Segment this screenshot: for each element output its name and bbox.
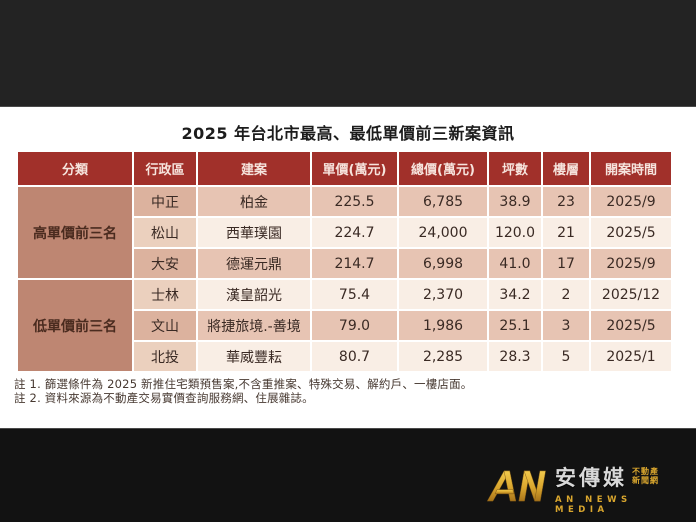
table-row: 松山 西華璞園 224.7 24,000 120.0 21 2025/5 xyxy=(18,218,671,247)
column-header-unit-price: 單價(萬元) xyxy=(312,152,397,185)
note-line-1: 註 1. 篩選條件為 2025 新推住宅類預售案,不含重推案、特殊交易、解約戶、… xyxy=(14,377,473,391)
floors-cell: 3 xyxy=(543,311,589,340)
area-cell: 120.0 xyxy=(489,218,541,247)
media-logo: 安傳媒 不動產 新聞網 AN NEWS MEDIA xyxy=(483,462,688,515)
brand-name: 安傳媒 xyxy=(555,465,627,490)
area-cell: 28.3 xyxy=(489,342,541,371)
unit-price-cell: 79.0 xyxy=(312,311,397,340)
bottom-black-band xyxy=(0,428,696,522)
tagline-line-2: 新聞網 xyxy=(632,475,659,485)
floors-cell: 23 xyxy=(543,187,589,216)
district-cell: 大安 xyxy=(134,249,196,278)
area-cell: 38.9 xyxy=(489,187,541,216)
floors-cell: 17 xyxy=(543,249,589,278)
floors-cell: 2 xyxy=(543,280,589,309)
launch-date-cell: 2025/9 xyxy=(591,249,671,278)
total-price-cell: 6,785 xyxy=(399,187,487,216)
column-header-total-price: 總價(萬元) xyxy=(399,152,487,185)
column-header-category: 分類 xyxy=(18,152,132,185)
launch-date-cell: 2025/9 xyxy=(591,187,671,216)
note-line-2: 註 2. 資料來源為不動產交易實價查詢服務網、住展雜誌。 xyxy=(14,390,314,405)
project-cell: 漢皇韶光 xyxy=(198,280,310,309)
page-title: 2025 年台北市最高、最低單價前三新案資訊 xyxy=(181,124,515,143)
unit-price-cell: 225.5 xyxy=(312,187,397,216)
district-cell: 文山 xyxy=(134,311,196,340)
column-header-district: 行政區 xyxy=(134,152,196,185)
district-cell: 松山 xyxy=(134,218,196,247)
area-cell: 25.1 xyxy=(489,311,541,340)
unit-price-cell: 214.7 xyxy=(312,249,397,278)
district-cell: 中正 xyxy=(134,187,196,216)
total-price-cell: 24,000 xyxy=(399,218,487,247)
content-card: 2025 年台北市最高、最低單價前三新案資訊 分類 行政區 建案 單價(萬元) … xyxy=(0,107,696,428)
column-header-area: 坪數 xyxy=(489,152,541,185)
an-monogram-icon xyxy=(483,463,549,513)
area-cell: 41.0 xyxy=(489,249,541,278)
unit-price-cell: 80.7 xyxy=(312,342,397,371)
brand-tagline: 不動產 新聞網 xyxy=(632,467,659,485)
category-cell-low: 低單價前三名 xyxy=(18,280,132,371)
table-row: 文山 將捷旅境.-善境 79.0 1,986 25.1 3 2025/5 xyxy=(18,311,671,340)
tagline-line-1: 不動產 xyxy=(632,467,659,477)
district-cell: 北投 xyxy=(134,342,196,371)
project-cell: 柏金 xyxy=(198,187,310,216)
table-header-row: 分類 行政區 建案 單價(萬元) 總價(萬元) 坪數 樓層 開案時間 xyxy=(18,152,671,185)
table-row: 北投 華威豐耘 80.7 2,285 28.3 5 2025/1 xyxy=(18,342,671,371)
project-cell: 華威豐耘 xyxy=(198,342,310,371)
project-cell: 德運元鼎 xyxy=(198,249,310,278)
launch-date-cell: 2025/1 xyxy=(591,342,671,371)
column-header-floors: 樓層 xyxy=(543,152,589,185)
launch-date-cell: 2025/5 xyxy=(591,311,671,340)
area-cell: 34.2 xyxy=(489,280,541,309)
floors-cell: 21 xyxy=(543,218,589,247)
top-black-band xyxy=(0,0,696,107)
footnotes: 註 1. 篩選條件為 2025 新推住宅類預售案,不含重推案、特殊交易、解約戶、… xyxy=(14,377,696,405)
table-row: 低單價前三名 士林 漢皇韶光 75.4 2,370 34.2 2 2025/12 xyxy=(18,280,671,371)
unit-price-cell: 224.7 xyxy=(312,218,397,247)
district-cell: 士林 xyxy=(134,280,196,309)
floors-cell: 5 xyxy=(543,342,589,371)
table-row: 高單價前三名 中正 柏金 225.5 6,785 38.9 23 2025/9 xyxy=(18,187,671,278)
data-table: 分類 行政區 建案 單價(萬元) 總價(萬元) 坪數 樓層 開案時間 高單價前三… xyxy=(16,150,673,373)
brand-subtitle: AN NEWS MEDIA xyxy=(555,494,632,515)
logo-text-block: 安傳媒 不動產 新聞網 AN NEWS MEDIA xyxy=(555,462,688,515)
total-price-cell: 2,285 xyxy=(399,342,487,371)
column-header-project: 建案 xyxy=(198,152,310,185)
unit-price-cell: 75.4 xyxy=(312,280,397,309)
project-cell: 將捷旅境.-善境 xyxy=(198,311,310,340)
table-row: 大安 德運元鼎 214.7 6,998 41.0 17 2025/9 xyxy=(18,249,671,278)
launch-date-cell: 2025/5 xyxy=(591,218,671,247)
total-price-cell: 2,370 xyxy=(399,280,487,309)
total-price-cell: 6,998 xyxy=(399,249,487,278)
launch-date-cell: 2025/12 xyxy=(591,280,671,309)
category-cell-high: 高單價前三名 xyxy=(18,187,132,278)
column-header-launch-date: 開案時間 xyxy=(591,152,671,185)
project-cell: 西華璞園 xyxy=(198,218,310,247)
total-price-cell: 1,986 xyxy=(399,311,487,340)
